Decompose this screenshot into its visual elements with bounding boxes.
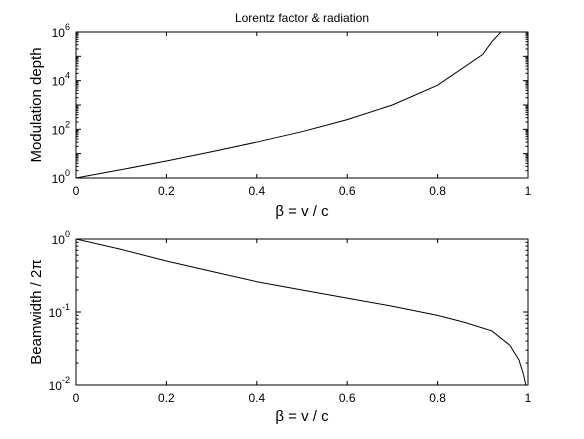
bottom-y-axis-label: Beamwidth / 2π — [28, 259, 45, 364]
y-tick-exponent: 2 — [65, 119, 70, 129]
y-tick-label: 10-1 — [49, 302, 70, 320]
top-chart: Lorentz factor & radiation 0 0.2 0.4 0.6 0.8… — [28, 11, 532, 220]
y-tick-label: 104 — [52, 71, 70, 89]
x-tick-label: 0 — [73, 391, 80, 405]
y-tick-label: 106 — [52, 22, 70, 40]
y-tick-exponent: 4 — [65, 71, 70, 81]
y-tick-base: 10 — [52, 172, 66, 186]
series-line — [76, 32, 502, 178]
x-tick-label: 0.6 — [339, 391, 356, 405]
top-y-axis-label: Modulation depth — [28, 47, 45, 162]
y-tick-base: 10 — [52, 26, 66, 40]
x-tick-label: 1 — [525, 184, 532, 198]
bottom-x-tick-labels: 0 0.2 0.4 0.6 0.8 1 — [73, 391, 532, 405]
y-tick-label: 102 — [52, 119, 70, 137]
series-line — [76, 239, 527, 385]
y-tick-label: 100 — [52, 168, 70, 186]
y-tick-exponent: 0 — [65, 229, 70, 239]
top-x-axis-label: β = v / c — [275, 203, 329, 220]
x-tick-label: 0 — [73, 184, 80, 198]
y-tick-label: 100 — [52, 229, 70, 247]
y-tick-base: 10 — [52, 233, 66, 247]
x-tick-label: 0.2 — [158, 391, 175, 405]
x-tick-label: 0.8 — [429, 184, 446, 198]
top-series — [76, 32, 502, 178]
x-tick-label: 1 — [525, 391, 532, 405]
bottom-series — [76, 239, 527, 385]
y-tick-exponent: 0 — [65, 168, 70, 178]
y-tick-base: 10 — [52, 123, 66, 137]
x-tick-label: 0.4 — [248, 391, 265, 405]
x-tick-label: 0.6 — [339, 184, 356, 198]
y-tick-label: 10-2 — [49, 375, 70, 393]
top-x-tick-labels: 0 0.2 0.4 0.6 0.8 1 — [73, 184, 532, 198]
y-tick-exponent: -2 — [62, 375, 70, 385]
bottom-x-axis-label: β = v / c — [275, 408, 329, 425]
y-tick-base: 10 — [52, 75, 66, 89]
top-chart-title: Lorentz factor & radiation — [235, 11, 369, 25]
bottom-ticks — [75, 238, 529, 386]
y-tick-exponent: 6 — [65, 22, 70, 32]
y-tick-base: 10 — [49, 379, 63, 393]
x-tick-label: 0.8 — [429, 391, 446, 405]
y-tick-base: 10 — [49, 306, 63, 320]
top-ticks — [75, 31, 529, 179]
x-tick-label: 0.2 — [158, 184, 175, 198]
y-tick-exponent: -1 — [62, 302, 70, 312]
x-tick-label: 0.4 — [248, 184, 265, 198]
